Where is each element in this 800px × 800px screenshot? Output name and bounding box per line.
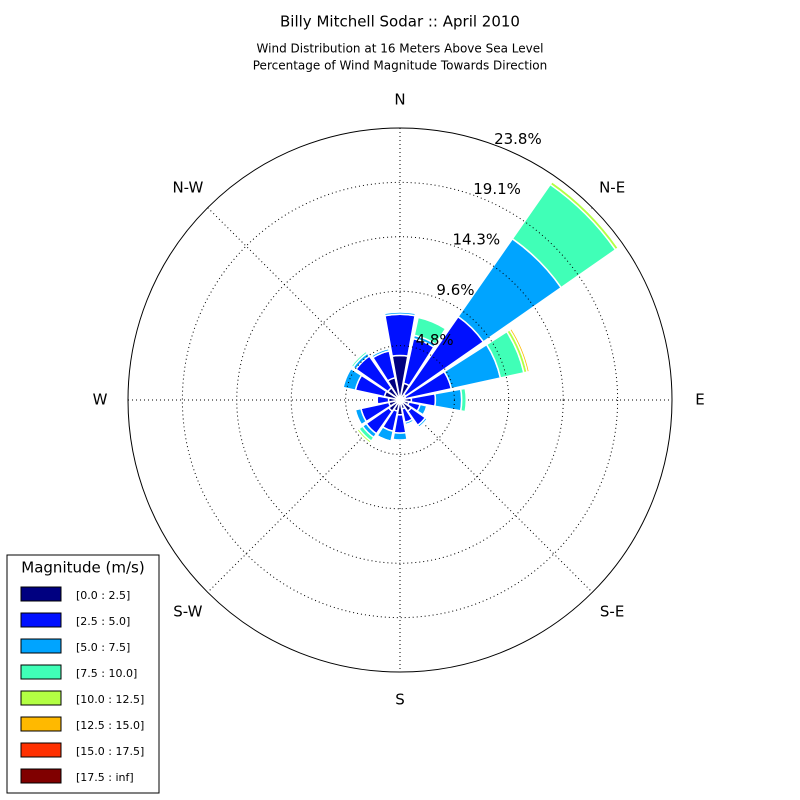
legend-label: [15.0 : 17.5] [76, 745, 144, 758]
bar-segment [508, 327, 531, 373]
direction-label: W [93, 391, 108, 409]
radial-tick-label: 14.3% [452, 230, 500, 248]
bar-segment [416, 416, 429, 429]
legend-label: [12.5 : 15.0] [76, 719, 144, 732]
radial-grid-line [236, 236, 564, 564]
chart-title: Billy Mitchell Sodar :: April 2010 [280, 13, 520, 31]
radial-grid-line [345, 345, 455, 455]
legend-swatch [20, 586, 62, 602]
legend-swatch [20, 742, 62, 758]
radial-tick-label: 23.8% [494, 130, 542, 148]
legend-swatch [20, 612, 62, 628]
bar-segment [551, 179, 621, 249]
bar-segment [370, 347, 391, 359]
bar-segment [355, 427, 373, 445]
bar-segment [433, 388, 463, 412]
legend-label: [5.0 : 7.5] [76, 641, 130, 654]
legend-label: [10.0 : 12.5] [76, 693, 144, 706]
bar-segment [413, 316, 447, 346]
direction-label: E [695, 391, 704, 409]
legend-swatch [20, 638, 62, 654]
radial-tick-label: 19.1% [473, 180, 521, 198]
bar-segment [404, 418, 415, 426]
direction-label: S [395, 691, 405, 709]
bar-segment [375, 394, 379, 406]
bar-segment [350, 350, 369, 369]
radial-tick-label: 9.6% [436, 281, 474, 299]
radial-grid-line [127, 127, 673, 673]
bar-segment [416, 403, 428, 416]
direction-label: S-W [173, 603, 202, 621]
direction-label: N [394, 91, 405, 109]
direction-label: N-W [172, 178, 203, 196]
legend-swatch [20, 664, 62, 680]
radial-tick-label: 4.8% [416, 331, 454, 349]
legend-label: [2.5 : 5.0] [76, 615, 130, 628]
radial-grid-line [181, 181, 619, 619]
legend-label: [7.5 : 10.0] [76, 667, 137, 680]
legend-title: Magnitude (m/s) [21, 559, 144, 577]
legend-swatch [20, 768, 62, 784]
direction-label: S-E [600, 603, 624, 621]
bar-segment [392, 431, 408, 441]
bar-segment [459, 387, 468, 413]
direction-label: N-E [599, 178, 625, 196]
chart-subtitle: Percentage of Wind Magnitude Towards Dir… [253, 59, 547, 73]
legend-label: [17.5 : inf] [76, 771, 134, 784]
legend-label: [0.0 : 2.5] [76, 589, 130, 602]
bar-segment [383, 311, 417, 317]
chart-subtitle: Wind Distribution at 16 Meters Above Sea… [257, 42, 544, 56]
bar-segment [342, 367, 363, 392]
bar-segment [375, 434, 392, 444]
bar-segment [354, 407, 368, 426]
legend-swatch [20, 716, 62, 732]
legend-swatch [20, 690, 62, 706]
radial-grid-line [290, 290, 510, 510]
